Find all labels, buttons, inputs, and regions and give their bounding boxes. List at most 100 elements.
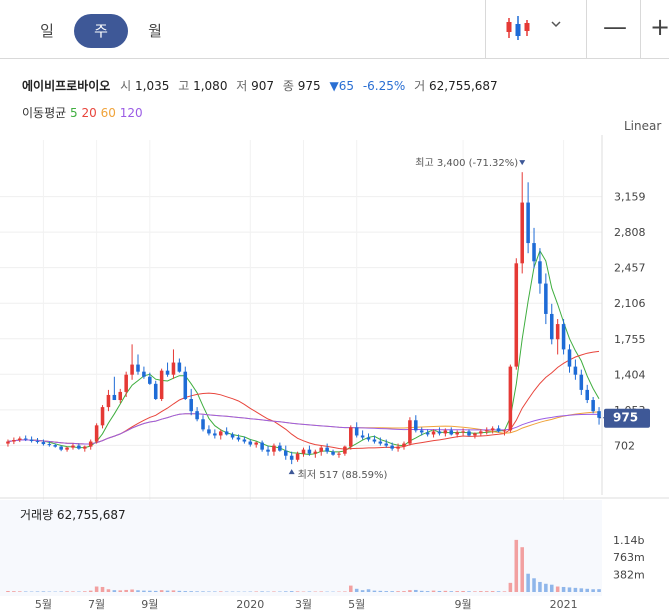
volume-bar [201,591,205,592]
ma-60[interactable]: 60 [100,106,116,120]
candle-body [591,400,595,412]
zoom-in-button[interactable]: + [650,13,669,41]
change-percent: -6.25% [362,79,406,93]
volume-bar [585,588,589,592]
volume-bar [283,591,288,592]
change-value: ▼65 [329,79,355,93]
candle-body [159,370,164,400]
candle-body [526,202,530,244]
volume-bar [35,591,40,592]
toolbar-divider [586,0,587,58]
candle-body [366,437,371,440]
volume-panel [0,500,602,596]
candle-body [414,420,418,431]
candle-body [461,431,465,433]
volume-title: 거래량 62,755,687 [20,508,126,522]
volume-bar [443,590,448,592]
volume-bar [532,578,536,592]
candle-body [514,263,519,367]
candle-body [301,449,306,454]
volume-bar [23,591,28,592]
volume-bar [100,586,105,592]
candle-body [41,442,46,445]
candlestick-icon[interactable] [505,14,531,42]
volume-bar [278,591,282,592]
zoom-out-button[interactable]: — [603,13,627,41]
candle-body [94,425,99,442]
candle-body [195,411,199,420]
candle-body [354,427,359,436]
scale-mode-toggle[interactable]: Linear [624,119,662,133]
volume-bar [159,590,164,592]
candle-body [124,374,128,392]
close-value: 975 [297,79,321,93]
low-annotation: 최저 517 (88.59%) [298,469,388,481]
ma-5[interactable]: 5 [70,106,78,120]
candle-body [479,431,483,434]
candle-body [455,432,459,435]
tab-daily[interactable]: 일 [40,22,54,40]
candle-body [585,389,589,401]
volume-bar [142,590,146,592]
toolbar-divider [485,0,486,58]
candle-body [112,394,117,401]
tab-monthly[interactable]: 월 [148,22,162,40]
x-tick-label: 2021 [550,598,578,611]
volume-tick-label: 1.14b [613,534,644,547]
low-label: 저 [236,79,248,93]
candle-body [467,431,471,436]
candle-body [201,419,205,430]
candle-body [549,313,554,340]
volume-bar [579,588,584,592]
volume-bar [354,588,359,592]
candle-body [555,324,560,340]
volume-bar [272,591,276,592]
candle-body [490,428,495,431]
candle-body [106,394,111,408]
volume-bar [148,590,152,592]
volume-bar [408,590,412,592]
volume-bar [402,591,406,592]
volume-bar [6,590,10,592]
ma-120-line [7,413,600,445]
volume-bar [479,591,483,592]
volume-bar [597,589,601,592]
ma-120[interactable]: 120 [119,106,143,120]
volume-bar [538,581,542,592]
volume-value: 62,755,687 [428,79,498,93]
candle-body [130,364,134,375]
chevron-down-icon[interactable] [551,18,561,31]
volume-bar [213,591,217,592]
ma-20[interactable]: 20 [81,106,97,120]
volume-bar [544,583,548,592]
volume-bar [118,590,123,592]
volume-bar [360,590,365,592]
volume-bar [177,590,182,592]
candle-body [579,374,584,390]
volume-bar [94,586,99,592]
price-tick-label: 702 [614,439,635,452]
candle-body [189,399,193,412]
candle-body [402,443,406,447]
close-label: 종 [282,79,294,93]
x-tick-label: 5월 [35,598,52,611]
candle-body [390,445,394,449]
open-label: 시 [120,79,132,93]
tab-weekly[interactable]: 주 [74,14,128,48]
candle-body [207,429,211,434]
volume-bar [467,591,471,592]
candle-body [331,451,335,455]
candle-body [65,447,69,450]
volume-bar [189,591,193,592]
candle-body [597,411,601,418]
candle-body [18,438,22,441]
candle-body [47,444,52,446]
candle-body [443,430,448,434]
volume-bar [419,590,424,592]
volume-bar [171,590,176,592]
candle-body [567,349,572,367]
x-tick-label: 2020 [236,598,264,611]
candle-body [496,428,501,432]
candle-body [153,383,158,400]
